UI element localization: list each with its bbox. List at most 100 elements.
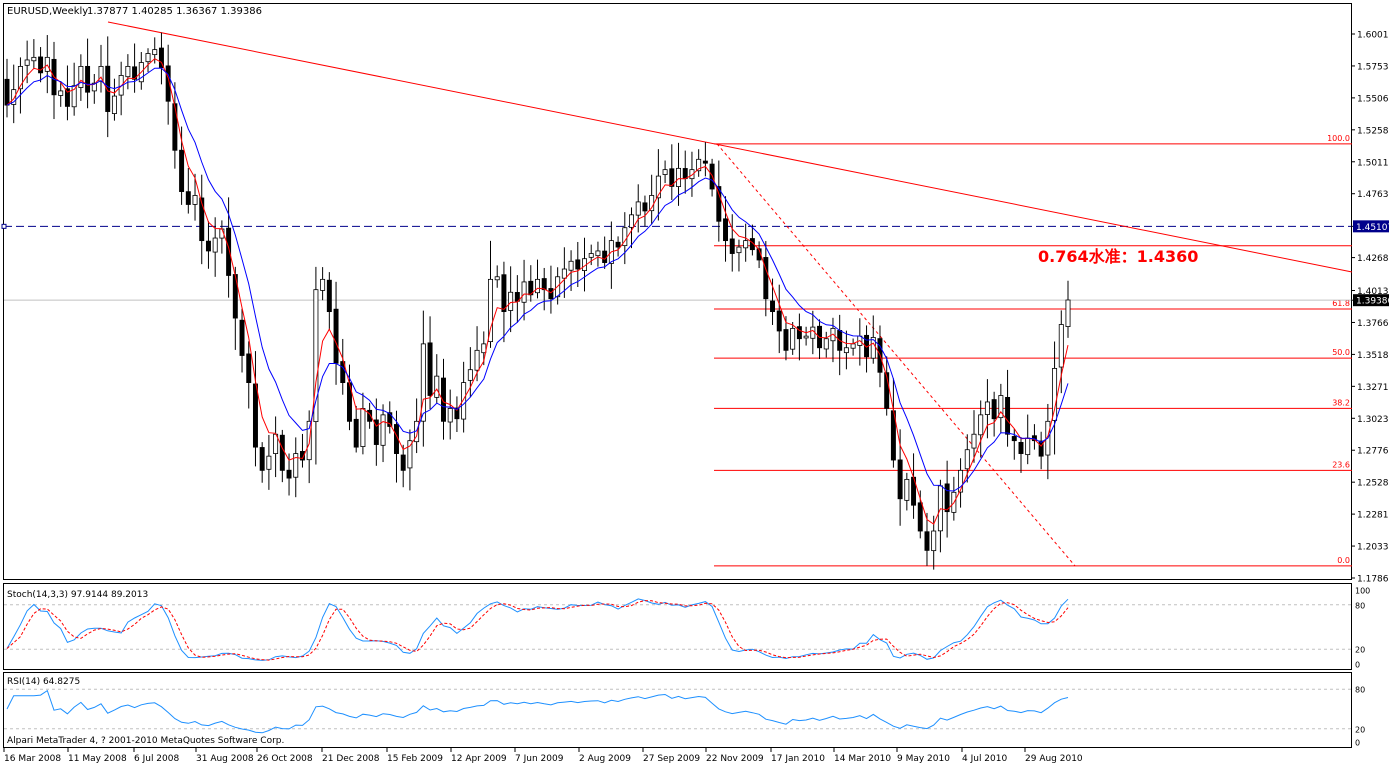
candle-bullish [978,414,984,436]
candle-bearish [367,409,373,422]
candle-bearish [917,502,923,532]
rsi-tick-label: 20 [1355,725,1365,734]
candle-bullish [971,433,977,449]
candle-bullish [790,327,796,350]
candle-bullish [420,343,426,422]
trendline-layer [107,21,1353,567]
stoch-panel[interactable] [3,583,1352,670]
rsi-line-layer: 80 20 0 [4,686,1365,748]
candle-bullish [474,349,480,371]
stoch-lines-layer: 100 80 20 0 [4,587,1370,670]
level-price-box [1353,220,1389,233]
rsi-title: RSI(14) 64.8275 [7,677,80,687]
fib-level-label: 100.0 [1327,134,1350,143]
candle-bullish [1052,368,1058,421]
candle-bearish [944,483,950,513]
candle-bullish [488,278,493,343]
candle-bullish [535,278,540,294]
price-tick-label: 1.32710 [1357,383,1389,393]
candle-bullish [447,408,453,423]
stoch-title: Stoch(14,3,3) 97.9144 89.2013 [7,590,148,600]
candle-bearish [105,65,111,112]
price-tick-label: 1.47635 [1357,190,1389,200]
candle-bearish [897,459,903,500]
candle-bearish [259,447,265,471]
candle-bullish [508,291,514,311]
candle-bearish [326,279,332,313]
candle-bearish [1005,396,1011,435]
candle-bullish [461,382,467,420]
candle-bearish [796,326,802,340]
candle-bearish [373,419,379,445]
candle-bullish [192,195,198,205]
candle-bearish [884,372,890,409]
current-price-box [1353,294,1389,307]
candle-bullish [152,49,158,56]
candle-bullish [58,90,64,96]
candle-bullish [407,440,413,469]
candle-bullish [629,214,634,228]
candle-bearish [669,168,675,187]
candle-bearish [723,218,729,242]
candle-bearish [642,202,648,212]
candle-bearish [528,280,534,296]
time-tick-label: 9 May 2010 [897,754,950,764]
price-panel[interactable] [3,3,1352,580]
candle-bullish [870,337,876,359]
candle-bearish [333,308,339,364]
candle-bearish [226,227,232,276]
fib-764-annotation: 0.764水准：1.4360 [1038,247,1198,266]
candle-bullish [655,175,661,199]
time-tick-label: 2 Aug 2009 [579,754,631,764]
stoch-main-line [6,598,1069,661]
rsi-panel[interactable] [3,672,1352,748]
time-tick-label: 29 Aug 2010 [1025,754,1083,764]
candle-bullish [266,455,272,470]
candle-bullish [622,227,628,247]
candle-bullish [11,89,17,105]
fib-level-label: 50.0 [1332,348,1350,357]
stoch-tick-label: 20 [1355,646,1365,655]
candle-bearish [4,78,10,106]
time-tick-label: 22 Nov 2009 [706,754,764,764]
candle-bullish [931,530,937,552]
candle-bullish [467,369,473,381]
candle-bearish [132,66,138,80]
candle-bullish [1025,437,1031,456]
price-tick-label: 1.40135 [1357,287,1389,297]
candle-bearish [729,238,735,254]
long-downtrend-line [107,21,1353,273]
fib-level-label: 38.2 [1332,398,1350,407]
time-tick-label: 11 May 2008 [68,754,127,764]
candle-bullish [1065,299,1071,327]
fib-level-label: 23.6 [1332,460,1350,469]
stoch-signal-line [6,600,1069,661]
moving-average-layer [6,58,1069,525]
ohlc-label: 1.37877 1.40285 1.36367 1.39386 [87,6,262,17]
candle-bullish [71,85,77,108]
candle-bullish [494,276,500,281]
candle-bearish [239,319,245,356]
candle-bearish [387,412,393,427]
candle-bullish [111,95,117,114]
candle-bullish [568,260,574,271]
candle-bullish [696,158,702,172]
candle-bullish [313,289,319,423]
ma-fast-line [6,58,1069,525]
candle-bearish [64,88,70,107]
stoch-tick-label: 80 [1355,601,1365,610]
candle-bullish [78,65,84,88]
candle-bearish [252,383,258,448]
candle-bearish [205,240,211,252]
price-tick-label: 1.25285 [1357,479,1389,489]
price-tick-label: 1.57535 [1357,62,1389,72]
candle-bearish [85,65,91,93]
fib-level-label: 61.8 [1332,299,1350,308]
candle-bullish [676,167,682,187]
candle-bullish [360,408,366,447]
price-tick-label: 1.55060 [1357,94,1389,104]
candle-bullish [561,268,567,279]
candle-bearish [185,191,191,205]
